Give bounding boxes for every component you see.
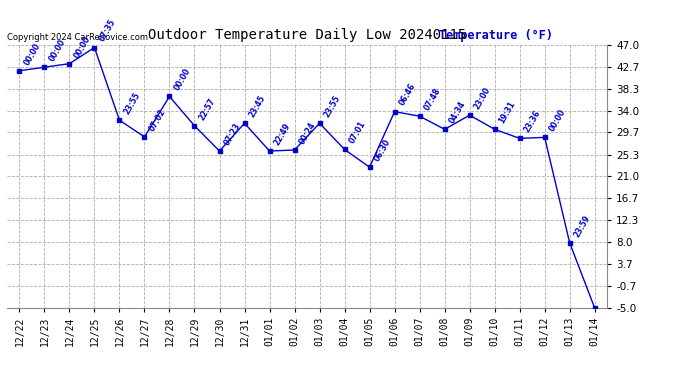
Text: Temperature (°F): Temperature (°F): [439, 29, 553, 42]
Text: 23:59: 23:59: [573, 213, 592, 239]
Text: 07:01: 07:01: [347, 120, 367, 146]
Text: 23:00: 23:00: [473, 86, 492, 111]
Text: 07:44: 07:44: [0, 374, 1, 375]
Text: 22:49: 22:49: [273, 122, 292, 147]
Text: 04:34: 04:34: [447, 100, 467, 125]
Text: 07:02: 07:02: [147, 107, 167, 133]
Text: 00:24: 00:24: [297, 120, 317, 146]
Text: 00:00: 00:00: [172, 67, 192, 92]
Text: 00:00: 00:00: [47, 38, 67, 63]
Text: 06:30: 06:30: [373, 138, 392, 163]
Text: 00:00: 00:00: [22, 41, 42, 67]
Text: 07:35: 07:35: [97, 18, 117, 44]
Text: 23:55: 23:55: [122, 91, 142, 116]
Text: 22:57: 22:57: [197, 96, 217, 122]
Text: Copyright 2024 CarRenovice.com: Copyright 2024 CarRenovice.com: [7, 33, 148, 42]
Text: 23:55: 23:55: [322, 94, 342, 119]
Text: 23:45: 23:45: [247, 94, 267, 119]
Text: 07:23: 07:23: [222, 122, 242, 147]
Text: 07:48: 07:48: [422, 86, 442, 112]
Text: 00:00: 00:00: [547, 108, 567, 133]
Text: 19:31: 19:31: [497, 100, 518, 125]
Text: 00:00: 00:00: [72, 34, 92, 60]
Text: 23:36: 23:36: [522, 109, 542, 134]
Text: 06:46: 06:46: [397, 82, 417, 108]
Title: Outdoor Temperature Daily Low 20240115: Outdoor Temperature Daily Low 20240115: [148, 28, 466, 42]
